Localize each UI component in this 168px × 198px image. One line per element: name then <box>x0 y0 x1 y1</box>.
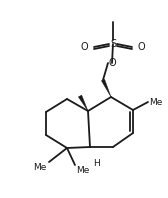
Text: O: O <box>109 58 117 68</box>
Text: H: H <box>93 159 100 168</box>
Text: S: S <box>110 39 116 49</box>
Text: O: O <box>80 42 88 52</box>
Polygon shape <box>78 95 88 111</box>
Polygon shape <box>101 79 111 97</box>
Text: Me: Me <box>149 97 162 107</box>
Text: Me: Me <box>76 166 89 175</box>
Text: O: O <box>138 42 146 52</box>
Text: Me: Me <box>34 163 47 172</box>
